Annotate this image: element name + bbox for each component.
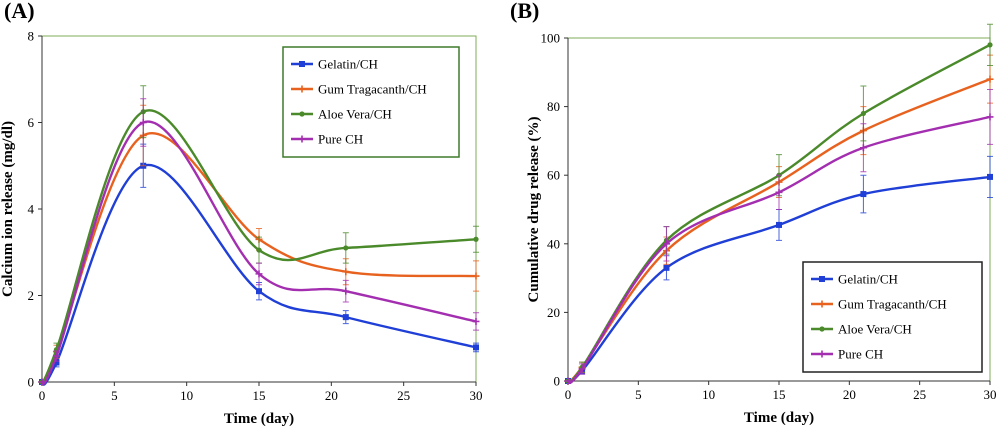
y-tick-label: 100 <box>541 31 561 46</box>
legend-item: Gelatin/CH <box>291 57 378 72</box>
data-point <box>987 42 993 48</box>
y-axis-label: Cumulative drug release (%) <box>526 117 542 303</box>
data-point <box>256 288 262 295</box>
panel-label-b: (B) <box>510 0 540 23</box>
legend-label: Pure CH <box>318 132 363 147</box>
y-tick-label: 0 <box>28 375 35 390</box>
x-tick-label: 25 <box>397 388 410 403</box>
data-point <box>986 113 994 121</box>
legend-label: Gelatin/CH <box>838 272 898 287</box>
data-point <box>578 365 586 373</box>
x-axis-label: Time (day) <box>744 410 814 426</box>
legend-label: Aloe Vera/CH <box>838 322 912 337</box>
data-point <box>139 119 147 126</box>
series-line <box>40 109 477 383</box>
legend-marker <box>298 85 306 93</box>
data-point <box>342 287 350 295</box>
x-tick-label: 20 <box>325 388 338 403</box>
legend-label: Gelatin/CH <box>318 57 378 72</box>
legend-item: Gelatin/CH <box>811 272 898 287</box>
legend-marker <box>819 276 825 282</box>
data-point <box>52 352 60 360</box>
data-point <box>342 268 350 276</box>
data-point <box>663 264 670 271</box>
legend-marker <box>818 300 826 308</box>
y-tick-label: 60 <box>547 168 560 183</box>
data-point <box>472 317 480 325</box>
legend-marker <box>298 135 306 143</box>
y-tick-label: 0 <box>554 374 561 389</box>
legend-item: Gum Tragacanth/CH <box>291 82 427 97</box>
data-point <box>473 236 479 242</box>
y-tick-label: 6 <box>28 115 35 130</box>
legend-marker <box>818 350 826 358</box>
data-point <box>860 191 867 198</box>
data-point <box>860 110 867 117</box>
x-tick-label: 5 <box>111 388 118 403</box>
x-tick-label: 10 <box>702 387 715 402</box>
legend-item: Gum Tragacanth/CH <box>811 297 947 312</box>
y-axis-label: Calcium ion release (mg/dl) <box>0 121 16 297</box>
data-point <box>986 75 994 83</box>
data-point <box>472 272 480 280</box>
legend-item: Aloe Vera/CH <box>811 322 912 337</box>
legend: Gelatin/CH Gum Tragacanth/CH Aloe Vera/CH P… <box>282 46 460 158</box>
data-point <box>859 144 867 152</box>
legend-marker <box>299 111 305 117</box>
x-tick-label: 0 <box>39 388 46 403</box>
x-tick-label: 30 <box>470 388 483 403</box>
data-point <box>342 314 349 321</box>
x-tick-label: 5 <box>635 387 642 402</box>
series-line <box>40 120 477 385</box>
legend-item: Aloe Vera/CH <box>291 107 392 122</box>
y-tick-label: 80 <box>547 99 560 114</box>
data-point <box>776 221 782 228</box>
x-tick-label: 30 <box>984 387 997 402</box>
data-point <box>255 270 263 278</box>
chart-b: 0 5 10 15 20 25 30 0 20 40 60 80 100 Time (day) Cumula… <box>526 23 997 426</box>
data-point <box>473 344 479 351</box>
y-tick-label: 4 <box>28 202 35 217</box>
data-point <box>38 378 46 386</box>
chart-a: 0 5 10 15 20 25 30 0 2 4 6 8 Time (day) Calcium ion r… <box>0 29 483 428</box>
x-tick-label: 10 <box>180 388 193 403</box>
data-point <box>987 173 993 180</box>
x-tick-label: 15 <box>773 387 786 402</box>
data-point <box>53 359 60 366</box>
series-pure-ch <box>564 88 994 385</box>
y-tick-label: 8 <box>28 29 35 44</box>
data-point <box>564 377 572 385</box>
x-axis-label: Time (day) <box>224 411 294 427</box>
legend-label: Gum Tragacanth/CH <box>318 82 427 97</box>
data-point <box>256 247 262 253</box>
legend-label: Gum Tragacanth/CH <box>838 297 947 312</box>
data-point <box>775 188 783 196</box>
panel-label-a: (A) <box>4 0 35 23</box>
x-tick-label: 25 <box>913 387 926 402</box>
series-pure-ch <box>38 98 480 386</box>
data-point <box>662 240 670 248</box>
y-tick-label: 20 <box>547 305 560 320</box>
y-tick-label: 40 <box>547 236 560 251</box>
x-tick-label: 20 <box>843 387 856 402</box>
legend-label: Aloe Vera/CH <box>318 107 392 122</box>
legend: Gelatin/CH Gum Tragacanth/CH Aloe Vera/CH P… <box>802 261 983 373</box>
legend-marker <box>819 326 825 332</box>
legend-item: Pure CH <box>811 347 883 362</box>
y-tick-label: 2 <box>28 288 35 303</box>
legend-label: Pure CH <box>838 347 883 362</box>
legend-marker <box>299 61 305 67</box>
x-tick-label: 15 <box>253 388 266 403</box>
data-point <box>343 245 349 251</box>
legend-item: Pure CH <box>291 132 363 147</box>
x-tick-label: 0 <box>565 387 572 402</box>
